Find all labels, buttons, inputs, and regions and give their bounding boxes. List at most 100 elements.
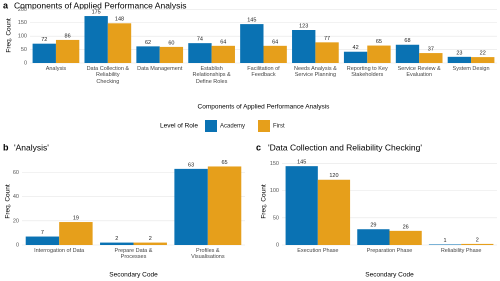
bar [285, 166, 318, 245]
y-tick-label: 100 [270, 188, 279, 194]
panel-label: a [3, 0, 9, 10]
bar [59, 222, 93, 245]
x-tick-label: Needs Analysis & Service Planning [293, 66, 337, 79]
y-tick-label: 0 [24, 60, 27, 66]
value-label: 26 [403, 224, 409, 230]
x-axis-title: Components of Applied Performance Analys… [198, 104, 331, 111]
value-label: 145 [247, 18, 256, 24]
value-label: 120 [329, 173, 338, 179]
value-label: 145 [297, 160, 306, 166]
x-tick-label: Prepare Data & Processes [114, 248, 153, 261]
y-axis-title: Freq. Count [5, 184, 12, 219]
value-label: 63 [188, 162, 194, 168]
y-tick-label: 0 [276, 242, 279, 248]
chart-title: Components of Applied Performance Analys… [14, 0, 186, 10]
x-tick-label: Establish Relationships & Define Roles [192, 66, 231, 85]
bar [471, 57, 495, 63]
value-label: 86 [65, 33, 71, 39]
value-label: 1 [444, 238, 447, 244]
y-axis-title: Freq. Count [6, 18, 13, 53]
value-label: 42 [353, 45, 359, 51]
x-axis-title: Secondary Code [365, 272, 414, 279]
value-label: 123 [299, 23, 308, 29]
value-label: 7 [41, 230, 44, 236]
x-tick-label: Execution Phase [297, 248, 339, 254]
bar [240, 24, 264, 63]
bar [25, 236, 60, 245]
legend-label: First [273, 124, 285, 130]
value-label: 2 [476, 237, 479, 243]
value-label: 37 [428, 47, 434, 53]
bar [55, 39, 80, 63]
panel-label: b [3, 142, 9, 152]
value-label: 65 [376, 39, 382, 45]
value-label: 64 [272, 39, 278, 45]
legend-label: Academy [220, 124, 245, 130]
value-label: 23 [456, 50, 462, 56]
value-label: 148 [115, 17, 124, 23]
bar [188, 43, 212, 63]
bar [317, 179, 351, 245]
x-tick-label: Preparation Phase [366, 248, 413, 254]
x-tick-label: System Design [452, 66, 490, 72]
value-label: 22 [480, 51, 486, 57]
value-label: 60 [168, 40, 174, 46]
value-label: 175 [92, 10, 101, 16]
legend-swatch [258, 120, 270, 132]
x-tick-label: Reporting to Key Stakeholders [346, 66, 388, 79]
value-label: 72 [41, 37, 47, 43]
bar [136, 46, 160, 63]
bar [107, 23, 132, 63]
bar [100, 242, 134, 245]
value-label: 74 [197, 37, 203, 43]
x-axis-title: Secondary Code [109, 272, 158, 279]
bar [263, 45, 287, 63]
y-axis-title: Freq. Count [261, 184, 268, 219]
x-tick-label: Data Management [137, 66, 183, 72]
bar [395, 44, 420, 63]
y-tick-label: 40 [13, 194, 19, 200]
y-tick-label: 20 [13, 218, 19, 224]
y-tick-label: 0 [16, 242, 19, 248]
bar [315, 42, 339, 63]
bar [428, 244, 462, 245]
value-label: 65 [221, 160, 227, 166]
y-tick-label: 50 [273, 215, 279, 221]
bar [292, 30, 316, 63]
y-tick-label: 60 [13, 170, 19, 176]
panel-label: c [256, 142, 261, 152]
value-label: 68 [404, 38, 410, 44]
x-tick-label: Service Review & Evaluation [397, 66, 441, 79]
bar [32, 43, 56, 63]
value-label: 64 [220, 39, 226, 45]
x-tick-label: Profiles & Visualisations [191, 248, 225, 261]
x-tick-label: Reliability Phase [440, 248, 482, 254]
value-label: 2 [149, 236, 152, 242]
bar [174, 168, 208, 245]
chart-title: 'Analysis' [14, 142, 49, 152]
bar [159, 46, 184, 63]
value-label: 2 [115, 236, 118, 242]
value-label: 29 [370, 223, 376, 229]
legend-title: Level of Role [160, 123, 198, 130]
value-label: 62 [145, 40, 151, 46]
y-tick-label: 150 [270, 161, 279, 167]
y-tick-label: 200 [18, 7, 27, 13]
chart-title: 'Data Collection and Reliability Checkin… [268, 142, 422, 152]
y-tick-label: 50 [21, 47, 27, 53]
bar [389, 230, 422, 245]
bar [84, 16, 108, 63]
legend-swatch [205, 120, 217, 132]
bar [367, 45, 391, 63]
x-tick-label: Facilitation of Feedback [247, 66, 280, 79]
value-label: 19 [73, 215, 79, 221]
x-tick-label: Analysis [45, 66, 67, 72]
bar [419, 53, 443, 63]
x-tick-label: Data Collection & Reliability Checking [86, 66, 130, 85]
bar [207, 166, 242, 245]
bar [211, 45, 235, 63]
bar [357, 229, 390, 245]
y-tick-label: 100 [18, 34, 27, 40]
